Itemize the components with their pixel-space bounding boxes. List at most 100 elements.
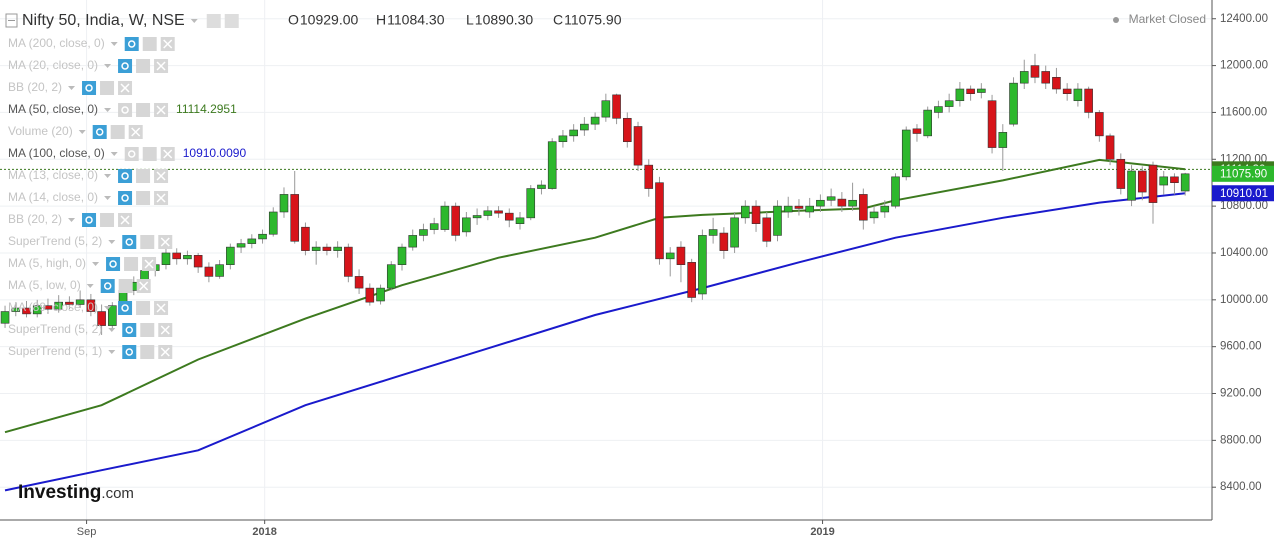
dropdown-arrow[interactable] [104, 64, 112, 68]
candle-body [1159, 176, 1169, 186]
candle-body [429, 223, 439, 230]
visibility-icon-eye [103, 282, 112, 290]
candle-body [590, 116, 600, 125]
settings-icon[interactable] [110, 125, 125, 139]
indicator-name: MA (14, close, 0) [8, 190, 98, 204]
candle-body [344, 246, 353, 277]
settings-icon[interactable] [100, 81, 115, 95]
visibility-icon[interactable] [118, 191, 133, 205]
indicator-name: MA (5, high, 0) [8, 256, 86, 270]
visibility-icon-eye [125, 326, 134, 334]
indicator-name: MA (100, close, 0) [8, 146, 105, 160]
candle-body [1073, 88, 1083, 102]
visibility-icon[interactable] [122, 323, 137, 337]
visibility-icon[interactable] [122, 345, 137, 359]
dropdown-arrow[interactable] [110, 42, 118, 46]
candle-body [805, 205, 814, 213]
visibility-icon[interactable] [124, 37, 139, 51]
candle-body [1105, 135, 1115, 160]
collapse-icon[interactable] [5, 13, 18, 28]
settings-icon[interactable] [136, 103, 151, 117]
visibility-icon-eye [121, 106, 129, 114]
candle-body [794, 205, 804, 209]
candle-body [32, 305, 42, 315]
dropdown-arrow[interactable] [104, 108, 112, 112]
visibility-icon-eye [95, 128, 104, 136]
settings-icon[interactable] [140, 235, 155, 249]
settings-icon[interactable] [136, 169, 151, 183]
visibility-icon[interactable] [82, 213, 97, 227]
indicator-name: MA (13, close, 0) [8, 168, 98, 182]
candle-body [0, 311, 10, 324]
dropdown-arrow[interactable] [108, 240, 116, 244]
remove-icon-x [156, 303, 166, 313]
visibility-icon[interactable] [124, 147, 139, 161]
settings-icon[interactable] [118, 279, 133, 293]
indicator-name: BB (20, 2) [8, 212, 62, 226]
candle-body [451, 205, 460, 236]
candle-body [86, 299, 96, 312]
dropdown-arrow[interactable] [104, 174, 112, 178]
visibility-icon[interactable] [106, 257, 121, 271]
settings-icon[interactable] [142, 147, 157, 161]
dropdown-arrow[interactable] [92, 262, 100, 266]
settings-icon[interactable] [206, 14, 221, 28]
ohlc-key: H [376, 12, 386, 28]
dropdown-arrow[interactable] [104, 196, 112, 200]
logo-main: Investing [18, 482, 101, 503]
settings-icon[interactable] [124, 257, 139, 271]
settings-icon[interactable] [142, 37, 157, 51]
indicator-name: MA (89, close, 0) [8, 300, 98, 314]
dropdown-arrow[interactable] [86, 284, 94, 288]
visibility-icon[interactable] [82, 81, 97, 95]
ma-line [4, 192, 1186, 492]
visibility-icon[interactable] [122, 235, 137, 249]
candle-body [1180, 173, 1190, 192]
settings-icon[interactable] [136, 301, 151, 315]
candle-body [676, 246, 686, 265]
candle-body [977, 88, 986, 93]
visibility-icon[interactable] [118, 103, 133, 117]
settings-icon[interactable] [136, 59, 151, 73]
candle-body [504, 212, 514, 221]
candle-body [601, 100, 611, 118]
price-tag-label: 10910.01 [1220, 188, 1268, 200]
candle-body [226, 246, 235, 265]
visibility-icon[interactable] [118, 301, 133, 315]
candle-body [558, 135, 568, 143]
dropdown-arrow[interactable] [110, 152, 118, 156]
candle-body [612, 94, 621, 119]
indicator-name: Volume (20) [8, 124, 73, 138]
dropdown-arrow[interactable] [68, 86, 76, 90]
candle-body [215, 264, 224, 277]
y-tick-label: 9200.00 [1220, 388, 1262, 400]
candle-body [386, 264, 396, 289]
settings-icon[interactable] [224, 14, 239, 28]
candle-body [655, 182, 664, 260]
visibility-icon[interactable] [100, 279, 115, 293]
dropdown-arrow[interactable] [190, 19, 198, 23]
dropdown-arrow[interactable] [108, 350, 116, 354]
settings-icon[interactable] [140, 323, 155, 337]
visibility-icon[interactable] [118, 59, 133, 73]
settings-icon[interactable] [136, 191, 151, 205]
dropdown-arrow[interactable] [108, 328, 116, 332]
dropdown-arrow[interactable] [78, 130, 86, 134]
candle-body [891, 176, 900, 207]
candle-body [633, 126, 643, 166]
candle-body [247, 238, 257, 244]
candle-body [43, 305, 53, 310]
settings-icon[interactable] [100, 213, 115, 227]
candle-body [301, 226, 310, 251]
dropdown-arrow[interactable] [104, 306, 112, 310]
visibility-icon[interactable] [118, 169, 133, 183]
remove-icon-x [120, 83, 130, 93]
dropdown-arrow[interactable] [68, 218, 76, 222]
candle-body [204, 266, 214, 277]
indicator-name: SuperTrend (5, 2) [8, 322, 102, 336]
visibility-icon-eye [85, 84, 93, 92]
settings-icon[interactable] [140, 345, 155, 359]
remove-icon-x [160, 325, 170, 335]
candle-body [730, 217, 739, 248]
visibility-icon[interactable] [92, 125, 107, 139]
